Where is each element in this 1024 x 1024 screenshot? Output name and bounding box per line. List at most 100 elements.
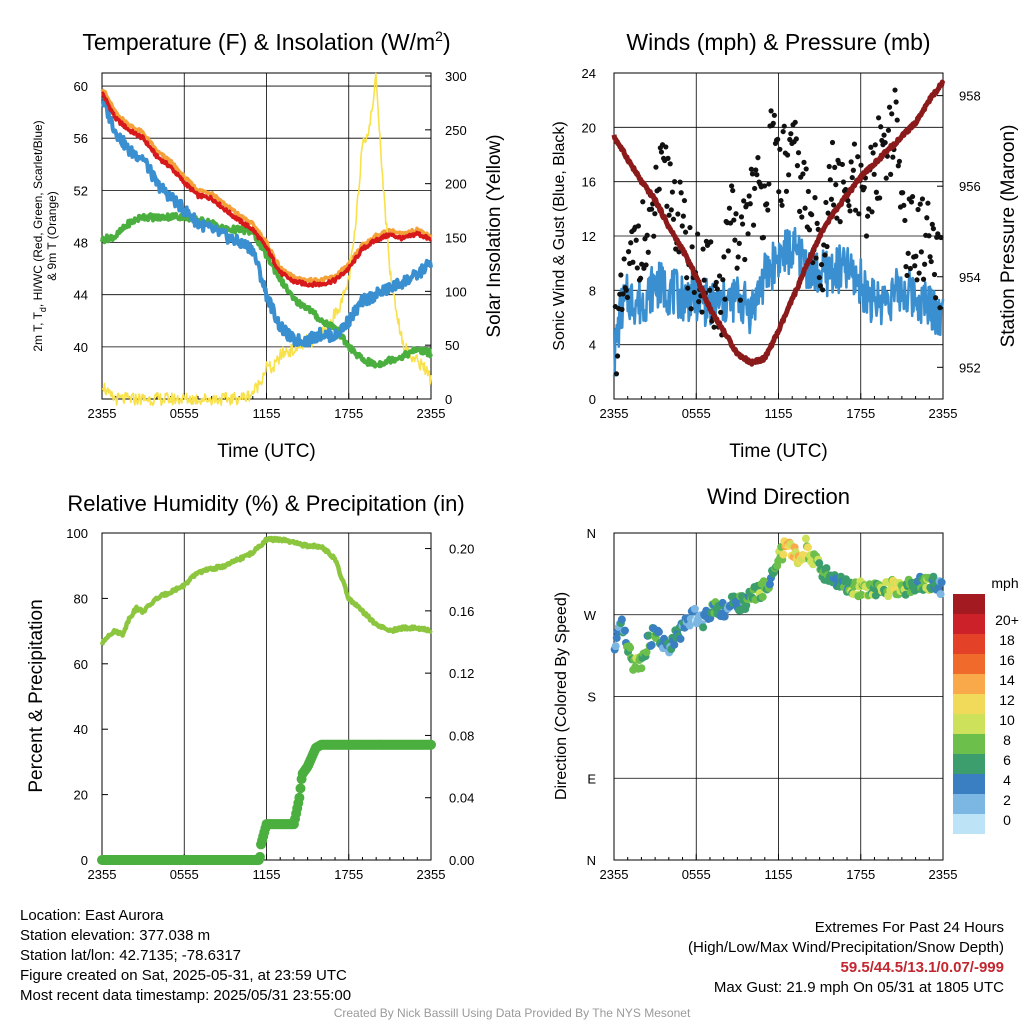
wind-gust-point — [858, 162, 864, 168]
temp-chart-title: Temperature (F) & Insolation (W/m2) — [82, 28, 450, 55]
wind-gust-point — [873, 189, 879, 195]
wind-gust-point — [901, 202, 907, 208]
rh-ytick-label: 80 — [74, 591, 88, 606]
wind-gust-point — [696, 299, 702, 305]
wind-gust-point — [833, 182, 839, 188]
dir-point — [644, 631, 653, 640]
wind-gust-point — [797, 208, 803, 214]
dir-y-axis-label: Direction (Colored By Speed) — [553, 592, 570, 800]
wind-gust-point — [653, 164, 659, 170]
wind-gust-point — [929, 221, 935, 227]
wind-gust-point — [725, 248, 731, 254]
wind-gust-point — [900, 190, 906, 196]
wind-gust-point — [788, 131, 794, 137]
dir-ytick-label: N — [587, 853, 596, 868]
wind-gust-point — [681, 197, 688, 204]
colorbar-swatch — [953, 714, 985, 734]
wind-gust-point — [688, 306, 694, 312]
wind-gust-point — [871, 171, 877, 177]
wind-gust-point — [803, 166, 809, 172]
colorbar-swatch — [953, 634, 985, 654]
rh-y2tick-label: 0.08 — [449, 728, 474, 743]
wind-gust-point — [931, 271, 938, 278]
wind-gust-point — [925, 200, 931, 206]
wind-gust-point — [927, 254, 933, 260]
wind-chart-title: Winds (mph) & Pressure (mb) — [626, 29, 930, 55]
wind-gust-point — [666, 212, 672, 218]
wind-gust-point — [720, 277, 726, 283]
wind-gust-point — [663, 144, 669, 150]
dir-xtick-label: 1755 — [846, 867, 875, 882]
colorbar-unit: mph — [991, 575, 1018, 591]
wind-gust-point — [781, 123, 787, 129]
wind-gust-point — [847, 208, 853, 214]
wind-gust-point — [748, 166, 754, 172]
wind-gust-point — [633, 237, 639, 243]
wind-ytick-label: 8 — [589, 283, 596, 298]
dir-xtick-label: 1155 — [765, 867, 793, 882]
wind-gust-point — [851, 141, 858, 147]
wind-gust-point — [932, 295, 939, 301]
wind-gust-point — [726, 205, 733, 211]
wind-gust-point — [926, 233, 932, 239]
wind-y2tick-label: 954 — [959, 270, 981, 285]
wind-gust-point — [893, 99, 899, 105]
wind-gust-point — [741, 198, 747, 204]
wind-gust-point — [877, 195, 883, 201]
wind-gust-point — [828, 196, 835, 202]
temp-ytick-label: 56 — [74, 131, 88, 146]
wind-gust-point — [780, 128, 786, 135]
wind-gust-point — [749, 171, 756, 177]
wind-y2tick-label: 956 — [959, 179, 981, 194]
wind-gust-point — [883, 175, 889, 181]
wind-gust-point — [625, 249, 632, 255]
temp-ytick-label: 52 — [74, 183, 88, 198]
wind-chart: 2355 0555 1155 1755 2355 0 4 8 12 16 20 24 952 954 956… — [551, 29, 1019, 462]
wind-gust-point — [685, 285, 691, 291]
dir-xtick-label: 2355 — [929, 867, 958, 882]
temp-ytick-label: 48 — [74, 236, 88, 251]
wind-gust-point — [747, 201, 753, 207]
wind-gust-point — [733, 211, 739, 217]
temp-ytick-label: 60 — [74, 79, 88, 94]
wind-gust-point — [684, 275, 690, 281]
wind-gust-point — [937, 305, 943, 311]
dir-point — [637, 664, 646, 673]
wind-gust-point — [656, 186, 662, 192]
wind-gust-point — [750, 222, 757, 228]
wind-gust-point — [620, 291, 626, 297]
temp-y2tick-label: 50 — [445, 338, 459, 353]
temp-y-axis-label: 2m T, Td, HI/WC (Red, Green, Scarlet/Blu… — [31, 120, 48, 351]
wind-gust-point — [618, 272, 624, 278]
temp-series-t9m — [100, 88, 433, 285]
wind-gust-point — [718, 309, 724, 315]
colorbar-swatch — [953, 754, 985, 774]
dir-point — [612, 633, 621, 642]
wind-gust-point — [855, 154, 861, 160]
wind-gust-point — [738, 214, 745, 220]
wind-gust-point — [675, 211, 681, 217]
wind-gust-point — [630, 259, 636, 265]
temp-series-wc — [100, 98, 433, 348]
temp-y2tick-label: 0 — [445, 392, 452, 407]
wind-gust-point — [787, 136, 793, 143]
dir-point — [801, 534, 810, 543]
dir-point — [699, 623, 708, 632]
wind-gust-point — [708, 239, 714, 245]
temp-xtick-label: 1155 — [253, 406, 281, 421]
dir-point — [690, 604, 699, 613]
wind-gust-point — [904, 272, 910, 279]
wind-gust-point — [908, 199, 915, 205]
rh-y2tick-label: 0.20 — [449, 542, 474, 557]
wind-gust-point — [794, 163, 801, 169]
wind-gust-point — [671, 179, 678, 185]
wind-gust-point — [793, 136, 799, 142]
dir-point — [803, 543, 812, 552]
wind-ytick-label: 12 — [582, 229, 596, 244]
wind-gust-point — [771, 112, 777, 118]
wind-gust-point — [635, 223, 642, 229]
temp-x-axis-label: Time (UTC) — [217, 441, 316, 462]
dir-point — [617, 615, 626, 624]
wind-gust-point — [823, 199, 829, 206]
wind-gust-point — [881, 132, 887, 138]
